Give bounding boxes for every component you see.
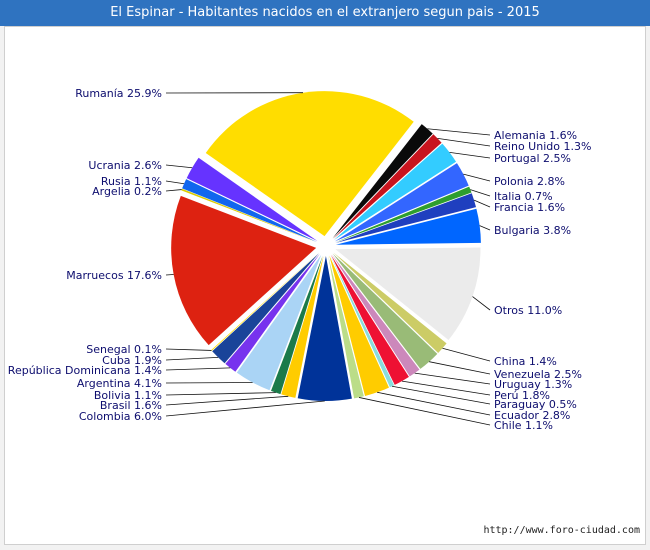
slice-label-marruecos-17-6: Marruecos 17.6% [66,269,162,282]
pie-slice-chile-1-1 [328,255,364,399]
pie-slice-polonia-2-8 [334,163,469,242]
slice-label-uruguay-1-3: Uruguay 1.3% [494,378,572,391]
pie-slice-argelia-0-2 [181,188,317,243]
slice-label-china-1-4: China 1.4% [494,355,557,368]
slice-label-argelia-0-2: Argelia 0.2% [92,185,162,198]
slice-label-ecuador-2-8: Ecuador 2.8% [494,409,570,422]
leader-line-polonia-2-8 [463,173,491,182]
leader-line-china-1-4 [442,347,491,362]
plot-area: Rumanía 25.9% Alemania 1.6% Reino Unido 1.… [4,26,646,545]
leader-line-colombia-6-0 [165,400,325,417]
chart-title: El Espinar - Habitantes nacidos en el ex… [0,0,650,26]
slice-label-alemania-1-6: Alemania 1.6% [494,129,577,142]
leader-line-portugal-2-5 [449,152,491,159]
slice-label-republica-dominicana-1-4: República Dominicana 1.4% [8,364,162,377]
pie-slice-uruguay-1-3 [331,254,420,377]
pie-slice-portugal-2-5 [333,143,457,240]
slice-label-paraguay-0-5: Paraguay 0.5% [494,398,577,411]
pie-slice-brasil-1-6 [281,255,324,398]
pie-slice-ecuador-2-8 [329,255,390,396]
slice-label-rumania-25-9: Rumanía 25.9% [75,87,162,100]
slice-label-francia-1-6: Francia 1.6% [494,201,565,214]
leader-line-ecuador-2-8 [377,391,491,416]
leader-line-marruecos-17-6 [165,274,174,276]
slice-label-bulgaria-3-8: Bulgaria 3.8% [494,224,571,237]
pie-slice-marruecos-17-6 [171,195,317,346]
leader-line-brasil-1-6 [165,395,289,406]
pie-slice-bulgaria-3-8 [335,208,481,245]
slice-label-portugal-2-5: Portugal 2.5% [494,152,571,165]
slice-label-peru-1-8: Perú 1.8% [494,389,550,402]
pie-slice-ucrania-2-6 [186,157,318,241]
pie-slice-peru-1-8 [330,254,409,385]
leader-line-republica-dominicana-1-4 [165,367,231,371]
slice-label-ucrania-2-6: Ucrania 2.6% [88,159,162,172]
slice-label-venezuela-2-5: Venezuela 2.5% [494,368,582,381]
pie-slice-colombia-6-0 [297,255,352,401]
leader-line-reino-unido-1-3 [437,138,491,147]
slice-label-brasil-1-6: Brasil 1.6% [100,399,162,412]
leader-line-peru-1-8 [401,380,491,396]
leader-line-venezuela-2-5 [429,361,491,375]
pie-slice-paraguay-0-5 [330,255,395,388]
pie-slice-reino-unido-1-3 [333,134,442,240]
leader-line-alemania-1-6 [427,128,491,136]
pie-slice-senegal-0-1 [211,252,319,351]
slice-label-colombia-6-0: Colombia 6.0% [79,410,162,423]
pie-slice-otros-11-0 [335,247,481,341]
pie-slice-rumania-25-9 [205,91,414,237]
slice-label-otros-11-0: Otros 11.0% [494,304,562,317]
slice-label-senegal-0-1: Senegal 0.1% [86,343,162,356]
pie-slice-republica-dominicana-1-4 [225,253,320,372]
pie-chart: Rumanía 25.9% Alemania 1.6%Reino Unido 1.… [8,87,592,432]
leader-line-ucrania-2-6 [165,164,193,169]
pie-slice-francia-1-6 [335,193,477,244]
slice-label-cuba-1-9: Cuba 1.9% [102,354,162,367]
pie-slice-china-1-4 [333,252,447,353]
slice-label-bolivia-1-1: Bolivia 1.1% [94,389,162,402]
leader-line-francia-1-6 [473,199,491,208]
pie-slice-rusia-1-1 [182,179,317,242]
leader-line-bolivia-1-1 [165,392,276,396]
leader-line-bulgaria-3-8 [479,225,491,231]
leader-line-senegal-0-1 [165,348,212,351]
source-url[interactable]: http://www.foro-ciudad.com [483,525,640,536]
pie-slice-italia-0-7 [335,186,472,243]
slice-label-reino-unido-1-3: Reino Unido 1.3% [494,140,591,153]
pie-slice-bolivia-1-1 [270,255,323,395]
leader-line-chile-1-1 [358,397,491,426]
slice-label-rusia-1-1: Rusia 1.1% [101,175,162,188]
leader-line-rusia-1-1 [165,180,185,185]
leader-line-paraguay-0-5 [391,385,491,405]
leader-line-otros-11-0 [472,296,491,311]
leader-line-italia-0-7 [470,189,491,197]
pie-slice-argentina-4-1 [236,254,322,391]
leader-line-argelia-0-2 [165,189,182,192]
pie-slice-alemania-1-6 [332,124,433,239]
slice-label-chile-1-1: Chile 1.1% [494,419,553,432]
slice-label-polonia-2-8: Polonia 2.8% [494,175,565,188]
slice-label-argentina-4-1: Argentina 4.1% [77,377,162,390]
pie-slice-cuba-1-9 [212,253,320,364]
slice-label-italia-0-7: Italia 0.7% [494,190,553,203]
pie-slice-venezuela-2-5 [332,253,438,369]
leader-line-cuba-1-9 [165,356,219,361]
leader-line-uruguay-1-3 [414,372,491,385]
